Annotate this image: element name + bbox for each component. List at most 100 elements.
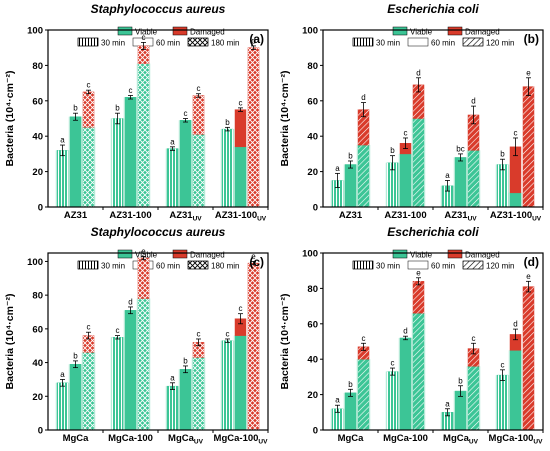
bar-viable-pattern xyxy=(167,148,178,207)
x-tick-label: AZ31UV xyxy=(444,210,477,223)
significance-letter: a xyxy=(335,396,340,405)
panel-label: (a) xyxy=(249,32,264,46)
significance-letter: c xyxy=(142,33,146,42)
chart-legend: Viable Damaged 30 min 60 min 120 min xyxy=(352,249,514,271)
y-tick-label: 0 xyxy=(313,426,318,437)
bar-stack: b xyxy=(178,356,193,431)
bar-damaged-pattern xyxy=(193,95,204,135)
legend-swatch-damaged xyxy=(172,26,188,36)
significance-letter: e xyxy=(416,268,421,277)
x-tick-label: AZ31-100UV xyxy=(490,210,542,223)
x-tick-label-main: AZ31-100 xyxy=(490,210,532,221)
bar-viable-pattern xyxy=(138,63,149,207)
significance-letter: b xyxy=(73,351,78,360)
y-tick-label: 40 xyxy=(32,132,43,143)
bar-viable xyxy=(454,390,467,431)
significance-letter: c xyxy=(116,326,120,335)
bar-stack: b xyxy=(453,376,468,431)
bar-viable-pattern xyxy=(138,298,149,430)
x-tick-label-subscript: UV xyxy=(468,216,478,223)
bar-stack: c xyxy=(178,109,193,208)
y-tick-label: 0 xyxy=(313,203,318,214)
significance-letter: d xyxy=(471,97,475,106)
significance-letter: c xyxy=(87,81,91,90)
significance-letter: a xyxy=(445,399,450,408)
x-tick-label-main: AZ31 xyxy=(444,210,468,221)
y-tick-label: 20 xyxy=(32,392,43,403)
significance-letter: b xyxy=(458,376,463,385)
bar-stack: d xyxy=(398,327,413,431)
bar-damaged-pattern xyxy=(138,45,149,64)
significance-letter: c xyxy=(87,323,91,332)
significance-letter: b xyxy=(115,104,120,113)
bar-damaged-pattern xyxy=(523,286,534,430)
legend-swatch-pattern xyxy=(77,260,99,270)
bar-viable-pattern xyxy=(497,164,508,207)
bar-viable-pattern xyxy=(112,118,123,207)
bar-viable-pattern xyxy=(193,357,204,430)
y-tick-label: 80 xyxy=(307,61,318,72)
bar-viable xyxy=(344,392,357,431)
x-tick-label-subscript: UV xyxy=(532,216,542,223)
y-tick-label: 100 xyxy=(302,249,318,260)
bar-stack: c xyxy=(110,326,125,431)
x-tick-label-subscript: UV xyxy=(257,216,267,223)
bar-stack: e xyxy=(411,268,426,431)
bar-stack: bc xyxy=(453,144,468,208)
x-tick-label: MgCa xyxy=(338,433,365,444)
x-tick-label-subscript: UV xyxy=(533,439,543,446)
x-tick-label: AZ31 xyxy=(64,210,88,221)
bar-stack: c xyxy=(233,98,248,208)
x-tick-label: MgCa-100 xyxy=(108,433,153,444)
legend-label-viable: Viable xyxy=(410,28,433,37)
chart-panel: Staphylococcus aureus Bacteria (10⁴·cm⁻²)… xyxy=(4,2,269,223)
legend-swatch-viable xyxy=(392,249,408,259)
bar-viable-pattern xyxy=(57,150,68,207)
x-tick-label-subscript: UV xyxy=(194,439,204,446)
significance-letter: d xyxy=(416,68,420,77)
bar-viable xyxy=(124,97,137,208)
x-tick-label-main: AZ31-100 xyxy=(109,210,151,221)
bar-stack: a xyxy=(440,171,455,208)
significance-letter: d xyxy=(251,36,255,45)
x-tick-label-main: AZ31-100 xyxy=(384,210,426,221)
bar-viable xyxy=(234,146,247,208)
x-tick-label: MgCaUV xyxy=(168,433,204,446)
bar-viable-pattern xyxy=(413,118,424,207)
x-tick-label: AZ31UV xyxy=(169,210,202,223)
legend-swatch-pattern xyxy=(462,37,484,47)
y-tick-label: 60 xyxy=(307,319,318,330)
x-tick-label-main: MgCa xyxy=(443,433,470,444)
bar-stack: c xyxy=(466,334,481,431)
bar-stack: d xyxy=(356,93,371,208)
bar-stack: b xyxy=(68,104,83,208)
significance-letter: b xyxy=(500,150,505,159)
bar-stack: d xyxy=(508,320,523,431)
bar-stack: c xyxy=(508,128,523,208)
bar-viable-pattern xyxy=(193,134,204,207)
bar-stack: c xyxy=(81,323,96,431)
bar-stack: c xyxy=(191,329,206,431)
bar-stack: c xyxy=(385,359,400,431)
significance-letter: d xyxy=(513,320,517,329)
bar-viable xyxy=(399,337,412,431)
significance-letter: c xyxy=(362,334,366,343)
bar-viable-pattern xyxy=(83,352,94,430)
y-tick-label: 60 xyxy=(307,96,318,107)
bar-damaged-pattern xyxy=(468,348,479,367)
legend-swatch-pattern xyxy=(462,260,484,270)
plot-frame xyxy=(322,29,544,208)
y-tick-label: 0 xyxy=(38,426,43,437)
legend-swatch-pattern xyxy=(187,37,209,47)
significance-letter: b xyxy=(183,356,188,365)
bar-viable-pattern xyxy=(442,412,453,430)
y-tick-label: 80 xyxy=(32,61,43,72)
bar-stack: c xyxy=(191,84,206,208)
bar-viable xyxy=(454,157,467,208)
y-tick-label: 100 xyxy=(27,26,43,37)
legend-label-time: 180 min xyxy=(211,39,239,48)
significance-letter: c xyxy=(472,334,476,343)
significance-letter: c xyxy=(226,329,230,338)
legend-label-time: 180 min xyxy=(211,262,239,271)
legend-swatch-pattern xyxy=(187,260,209,270)
